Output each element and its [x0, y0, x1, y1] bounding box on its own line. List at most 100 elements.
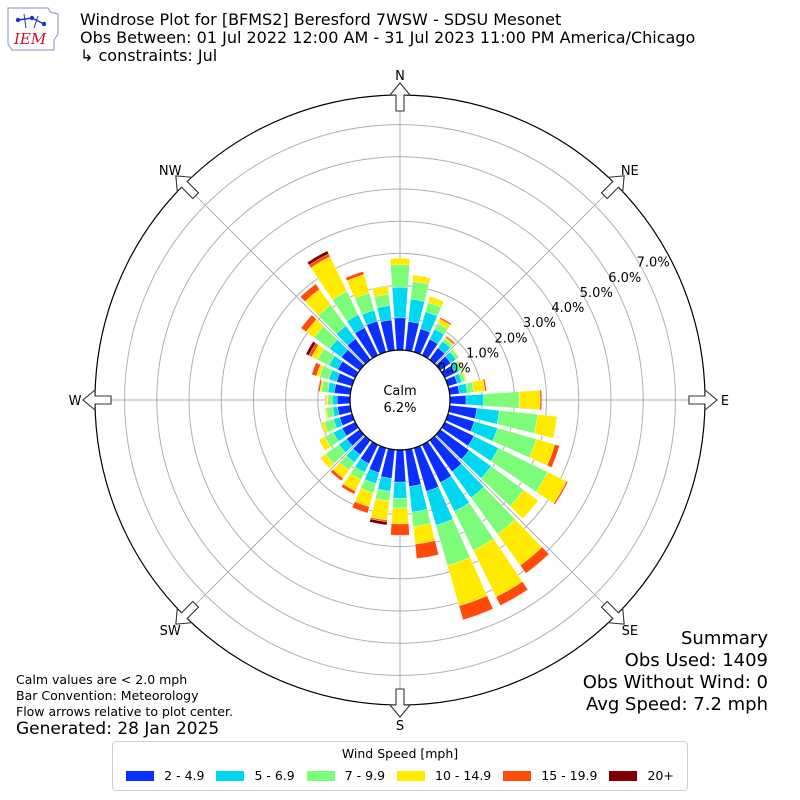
windrose-bar	[414, 540, 439, 559]
windrose-bar	[482, 378, 487, 392]
grid-spoke	[183, 183, 365, 365]
grid-spoke	[183, 435, 365, 617]
windrose-bar	[457, 360, 464, 370]
legend-swatch	[126, 770, 155, 781]
windrose-bar	[341, 483, 356, 495]
flow-arrow-icon	[82, 388, 112, 412]
windrose-bar	[391, 507, 409, 525]
windrose-bar	[439, 317, 452, 326]
summary-obs-used: Obs Used: 1409	[624, 650, 768, 671]
windrose-bar	[390, 523, 410, 536]
windrose-bar	[520, 546, 550, 574]
legend-label: 7 - 9.9	[344, 768, 386, 783]
radial-tick-label: 3.0%	[523, 316, 556, 331]
windrose-bar	[372, 286, 390, 297]
windrose-bar	[334, 383, 352, 395]
legend-item: 7 - 9.9	[306, 768, 386, 783]
legend: Wind Speed [mph] 2 - 4.9 5 - 6.9 7 - 9.9 10…	[112, 741, 688, 791]
legend-label: 15 - 19.9	[541, 768, 598, 783]
windrose-bar	[325, 394, 327, 406]
legend-swatch	[216, 770, 245, 781]
grid-spoke	[435, 435, 617, 617]
summary-block: Summary Obs Used: 1409 Obs Without Wind:…	[583, 628, 768, 716]
windrose-bar	[307, 250, 329, 266]
note-flow: Flow arrows relative to plot center.	[16, 704, 233, 719]
note-convention: Bar Convention: Meteorology	[16, 688, 199, 703]
flow-arrow-icon	[175, 600, 200, 625]
flow-arrow-icon	[388, 688, 412, 718]
windrose-bar	[389, 258, 411, 266]
calm-label: Calm	[383, 384, 416, 399]
axis-labels: 0.0%1.0%2.0%3.0%4.0%5.0%6.0%7.0% N NE E SE S S…	[69, 69, 730, 734]
logo-text: IEM	[13, 30, 47, 48]
windrose-bar	[495, 581, 529, 606]
windrose-bar	[392, 497, 408, 509]
windrose-bar	[300, 283, 320, 302]
legend-items: 2 - 4.9 5 - 6.9 7 - 9.9 10 - 14.9 15 - 19.9 2…	[113, 768, 687, 783]
direction-label: W	[69, 394, 82, 409]
chart-title-block: Windrose Plot for [BFMS2] Beresford 7WSW…	[80, 11, 695, 65]
windrose-bar	[318, 379, 322, 392]
windrose-bar	[483, 391, 520, 409]
legend-swatch	[609, 770, 638, 781]
flow-arrow-icon	[388, 82, 412, 112]
windrose-bar	[327, 394, 333, 406]
windrose-bar	[345, 271, 365, 281]
windrose-bar	[336, 395, 351, 405]
windrose-bar	[330, 469, 344, 482]
note-calm: Calm values are < 2.0 mph	[16, 672, 188, 687]
windrose-bar	[394, 317, 406, 351]
windrose-bar	[427, 296, 445, 308]
windrose-bar	[474, 407, 500, 425]
notes-block: Calm values are < 2.0 mph Bar Convention…	[16, 672, 233, 720]
radial-tick-label: 5.0%	[580, 286, 613, 301]
windrose-bar	[325, 394, 328, 406]
radial-tick-label: 6.0%	[608, 271, 641, 286]
flow-arrow-icon	[600, 600, 625, 625]
windrose-bar	[539, 389, 542, 411]
flow-arrow-icon	[600, 175, 625, 200]
windrose-bar	[394, 449, 406, 483]
windrose-bar	[320, 421, 329, 434]
windrose-bar	[408, 298, 425, 324]
windrose-bar	[471, 379, 486, 393]
windrose-bar	[461, 371, 467, 382]
radial-tick-label: 7.0%	[637, 256, 670, 271]
direction-label: NW	[159, 164, 182, 179]
direction-arrows	[82, 82, 718, 718]
windrose-bar	[300, 314, 317, 333]
windrose-bar	[534, 414, 558, 439]
legend-label: 2 - 4.9	[164, 768, 205, 783]
windrose-bar	[465, 393, 484, 407]
legend-title: Wind Speed [mph]	[341, 746, 459, 761]
legend-item: 2 - 4.9	[126, 768, 204, 783]
windrose-bar	[451, 348, 460, 358]
windrose-bars	[300, 250, 569, 621]
legend-label: 20+	[647, 768, 674, 783]
calm-circle	[349, 349, 451, 451]
direction-label: E	[721, 394, 729, 409]
chart-constraints: ↳ constraints: Jul	[80, 46, 218, 65]
windrose-bar	[337, 405, 352, 416]
windrose-bar	[458, 595, 494, 621]
iem-logo: IEM	[7, 7, 59, 51]
summary-obs-without-wind: Obs Without Wind: 0	[582, 672, 768, 693]
radial-tick-label: 1.0%	[466, 346, 499, 361]
generated-date: Generated: 28 Jan 2025	[16, 719, 220, 739]
windrose-bar	[332, 395, 338, 405]
legend-swatch	[306, 770, 335, 781]
windrose-bar	[305, 341, 317, 356]
windrose-bar	[392, 481, 408, 499]
windrose-bar	[445, 335, 456, 345]
windrose-bar	[553, 481, 569, 505]
windrose-bar	[318, 436, 331, 451]
summary-avg-speed: Avg Speed: 7.2 mph	[586, 694, 768, 715]
windrose-bar	[351, 501, 370, 514]
radial-tick-label: 2.0%	[494, 331, 527, 346]
legend-label: 5 - 6.9	[254, 768, 295, 783]
windrose-bar	[369, 518, 388, 526]
legend-swatch	[397, 770, 426, 781]
windrose-bar	[311, 362, 321, 377]
legend-item: 15 - 19.9	[503, 768, 597, 783]
